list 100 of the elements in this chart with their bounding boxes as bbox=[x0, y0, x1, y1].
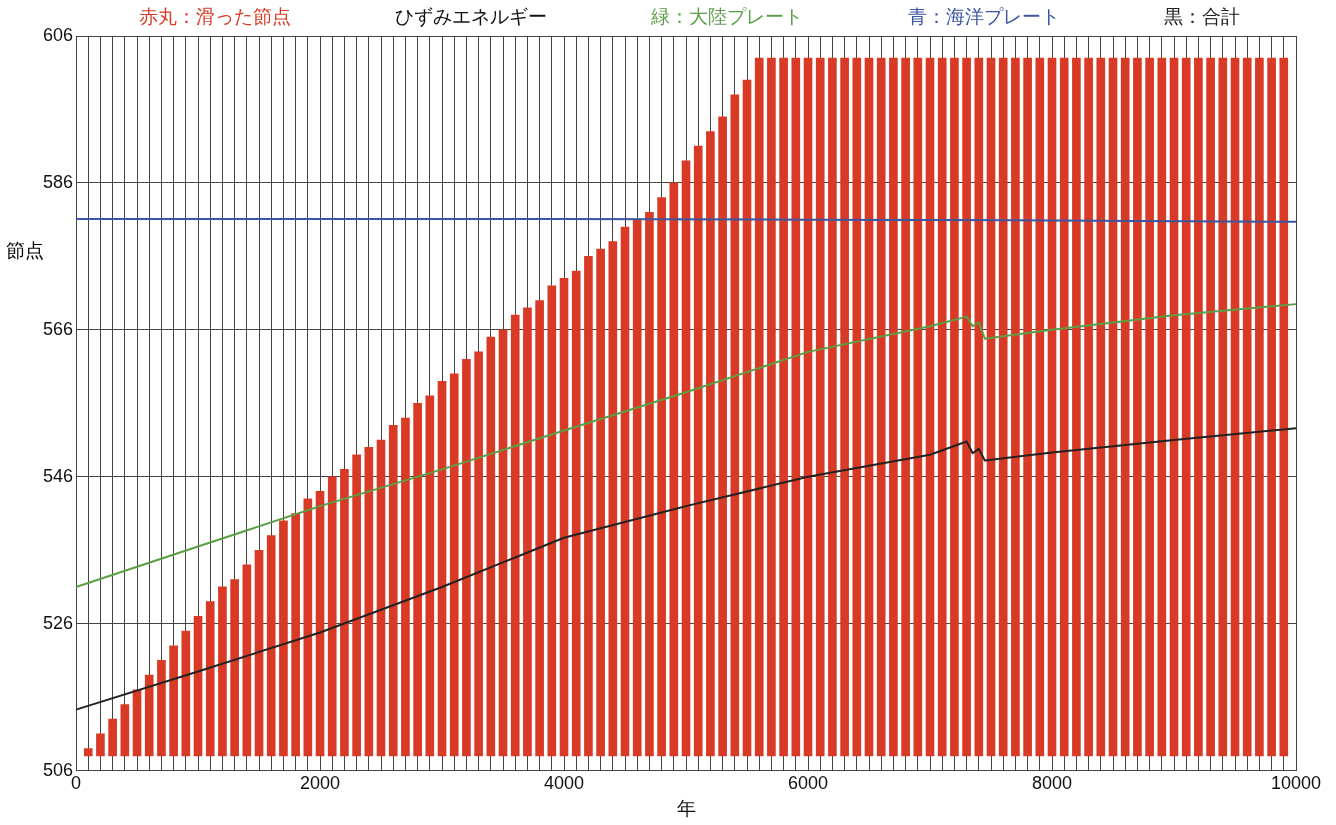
bar bbox=[1120, 57, 1130, 757]
bar bbox=[998, 57, 1008, 757]
bar bbox=[510, 314, 520, 757]
bar bbox=[937, 57, 947, 757]
bar bbox=[449, 373, 459, 757]
bar bbox=[96, 733, 105, 757]
bar bbox=[340, 469, 349, 757]
bar bbox=[632, 219, 642, 757]
bar bbox=[718, 116, 727, 757]
bar bbox=[474, 351, 483, 757]
y-tick-label: 606 bbox=[42, 24, 74, 45]
bar bbox=[205, 601, 215, 757]
bar bbox=[1072, 57, 1081, 757]
bar bbox=[108, 718, 117, 757]
text: 赤丸：滑った節点 bbox=[139, 4, 292, 29]
bar bbox=[803, 57, 813, 757]
chart-title: ひずみエネルギー bbox=[395, 4, 548, 29]
bar bbox=[815, 57, 825, 757]
bar bbox=[962, 57, 971, 757]
bar bbox=[1267, 57, 1276, 757]
bar bbox=[364, 447, 374, 757]
bar bbox=[120, 704, 130, 757]
bar bbox=[1157, 57, 1167, 757]
bar bbox=[279, 520, 288, 757]
bar bbox=[1059, 57, 1069, 757]
bar bbox=[1169, 57, 1179, 757]
bar bbox=[1047, 57, 1057, 757]
bar bbox=[1133, 57, 1142, 757]
x-tick-label: 2000 bbox=[300, 773, 341, 794]
bar bbox=[230, 579, 239, 757]
bar bbox=[608, 241, 618, 757]
bar bbox=[498, 329, 508, 757]
bar bbox=[986, 57, 996, 757]
bar bbox=[950, 57, 959, 757]
bar bbox=[779, 57, 788, 757]
text: 緑：大陸プレート bbox=[651, 4, 804, 29]
bar bbox=[218, 586, 227, 757]
bar bbox=[1108, 57, 1118, 757]
bar bbox=[1084, 57, 1093, 757]
bar bbox=[864, 57, 874, 757]
bar bbox=[425, 395, 435, 757]
y-tick-label: 526 bbox=[42, 612, 74, 633]
bar bbox=[327, 476, 337, 757]
bar bbox=[925, 57, 935, 757]
bar bbox=[1218, 57, 1228, 757]
bar bbox=[1035, 57, 1045, 757]
bar bbox=[1096, 57, 1106, 757]
bar bbox=[791, 57, 801, 757]
y-tick-label: 586 bbox=[42, 171, 74, 192]
bar bbox=[596, 248, 605, 757]
bar bbox=[1230, 57, 1240, 757]
x-tick-label: 10000 bbox=[1270, 773, 1322, 794]
bar bbox=[462, 358, 471, 757]
bar bbox=[413, 402, 422, 757]
bar bbox=[876, 57, 886, 757]
y-tick-label: 546 bbox=[42, 465, 74, 486]
bar bbox=[242, 564, 252, 757]
bar bbox=[157, 660, 166, 757]
bar bbox=[437, 380, 447, 757]
bar bbox=[376, 439, 386, 757]
bar bbox=[523, 307, 532, 757]
x-tick-label: 0 bbox=[71, 773, 82, 794]
bar bbox=[144, 674, 154, 757]
bar bbox=[730, 94, 740, 757]
bar bbox=[1255, 57, 1264, 757]
bar bbox=[669, 182, 679, 757]
bar bbox=[754, 57, 764, 757]
bar bbox=[584, 256, 593, 757]
bar bbox=[1181, 57, 1191, 757]
bar bbox=[559, 278, 569, 757]
bar bbox=[352, 454, 361, 757]
bar bbox=[388, 425, 398, 757]
bar bbox=[1194, 57, 1203, 757]
bar bbox=[620, 226, 630, 757]
x-axis-title: 年 bbox=[676, 797, 696, 819]
bar bbox=[181, 630, 191, 757]
x-tick-label: 6000 bbox=[787, 773, 829, 794]
bar bbox=[193, 616, 203, 757]
bar bbox=[1279, 57, 1289, 757]
bar bbox=[315, 491, 325, 757]
bar bbox=[1206, 57, 1215, 757]
bar bbox=[132, 689, 142, 757]
bar bbox=[547, 285, 557, 757]
bar bbox=[901, 57, 910, 757]
bar bbox=[852, 57, 862, 757]
bar bbox=[742, 79, 752, 757]
bar bbox=[767, 57, 776, 757]
y-tick-label: 566 bbox=[42, 318, 74, 339]
bar bbox=[303, 498, 313, 757]
bar bbox=[1023, 57, 1032, 757]
bar bbox=[83, 748, 93, 757]
x-tick-label: 4000 bbox=[544, 773, 585, 794]
bar bbox=[889, 57, 898, 757]
bar bbox=[840, 57, 849, 757]
bar bbox=[681, 160, 691, 757]
bar bbox=[571, 270, 581, 757]
bar bbox=[266, 535, 276, 757]
bar bbox=[1145, 57, 1154, 757]
bar bbox=[645, 211, 654, 757]
text: 黒：合計 bbox=[1163, 4, 1240, 29]
